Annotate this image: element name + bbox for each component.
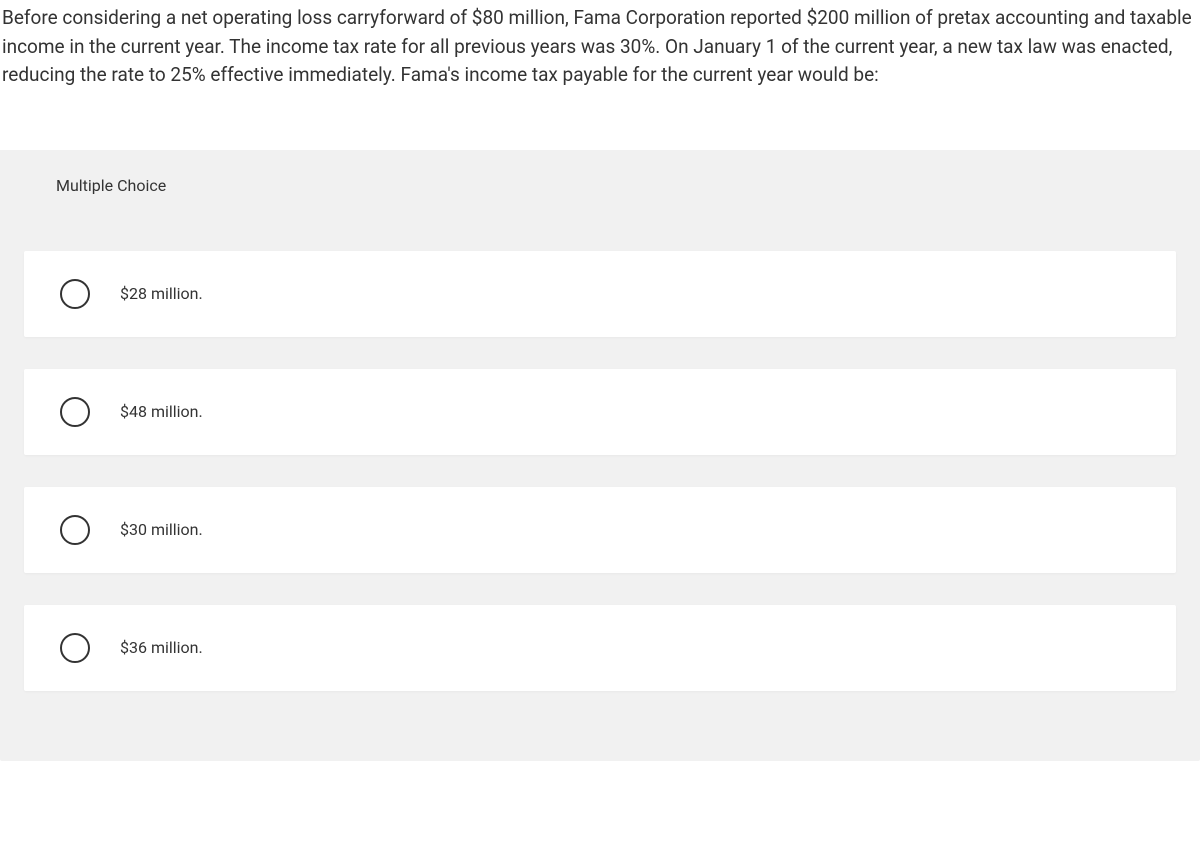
- radio-icon[interactable]: [60, 279, 90, 309]
- options-container: $28 million. $48 million. $30 million. $…: [0, 251, 1200, 691]
- option-label: $28 million.: [120, 284, 203, 303]
- option-d[interactable]: $36 million.: [24, 605, 1176, 691]
- option-label: $36 million.: [120, 638, 203, 657]
- option-label: $48 million.: [120, 402, 203, 421]
- radio-icon[interactable]: [60, 633, 90, 663]
- radio-icon[interactable]: [60, 397, 90, 427]
- answer-block: Multiple Choice $28 million. $48 million…: [0, 150, 1200, 761]
- option-label: $30 million.: [120, 520, 203, 539]
- option-c[interactable]: $30 million.: [24, 487, 1176, 573]
- option-b[interactable]: $48 million.: [24, 369, 1176, 455]
- question-stem: Before considering a net operating loss …: [0, 0, 1200, 90]
- multiple-choice-header: Multiple Choice: [0, 150, 1200, 221]
- option-a[interactable]: $28 million.: [24, 251, 1176, 337]
- radio-icon[interactable]: [60, 515, 90, 545]
